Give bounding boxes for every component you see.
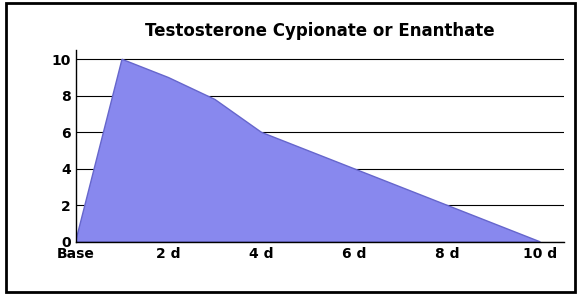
Title: Testosterone Cypionate or Enanthate: Testosterone Cypionate or Enanthate xyxy=(145,22,494,40)
Polygon shape xyxy=(76,59,540,242)
